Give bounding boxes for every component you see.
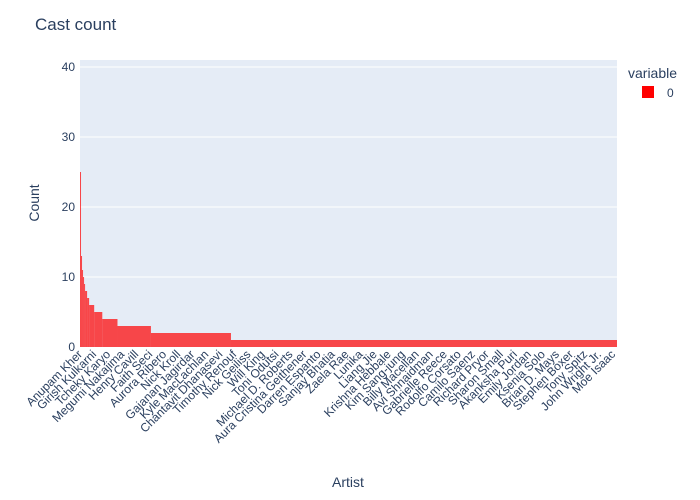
- bar[interactable]: [81, 256, 83, 347]
- bar[interactable]: [80, 172, 82, 347]
- bar[interactable]: [84, 284, 86, 347]
- y-axis-ticks: 0 10 20 30 40: [62, 60, 76, 354]
- y-axis-title: Count: [26, 184, 42, 221]
- bar[interactable]: [82, 270, 84, 347]
- plot-area: [80, 60, 617, 347]
- bar[interactable]: [150, 333, 231, 347]
- bar[interactable]: [230, 340, 617, 347]
- gridlines: [80, 66, 617, 278]
- y-tick-label: 0: [68, 340, 75, 354]
- legend-title: variable: [628, 65, 677, 81]
- bar[interactable]: [89, 305, 95, 347]
- legend[interactable]: variable 0: [628, 65, 677, 100]
- y-tick-label: 30: [62, 130, 76, 144]
- bar[interactable]: [83, 277, 85, 347]
- bars: [80, 172, 617, 347]
- bar[interactable]: [87, 298, 90, 347]
- bar[interactable]: [102, 319, 118, 347]
- y-tick-label: 20: [62, 200, 76, 214]
- legend-swatch[interactable]: [642, 86, 654, 98]
- y-tick-label: 40: [62, 60, 76, 74]
- chart-title: Cast count: [35, 15, 117, 34]
- bar[interactable]: [85, 291, 88, 347]
- y-tick-label: 10: [62, 270, 76, 284]
- legend-label: 0: [667, 86, 674, 100]
- bar[interactable]: [94, 312, 103, 347]
- x-axis-title: Artist: [332, 474, 364, 490]
- bar[interactable]: [117, 326, 151, 347]
